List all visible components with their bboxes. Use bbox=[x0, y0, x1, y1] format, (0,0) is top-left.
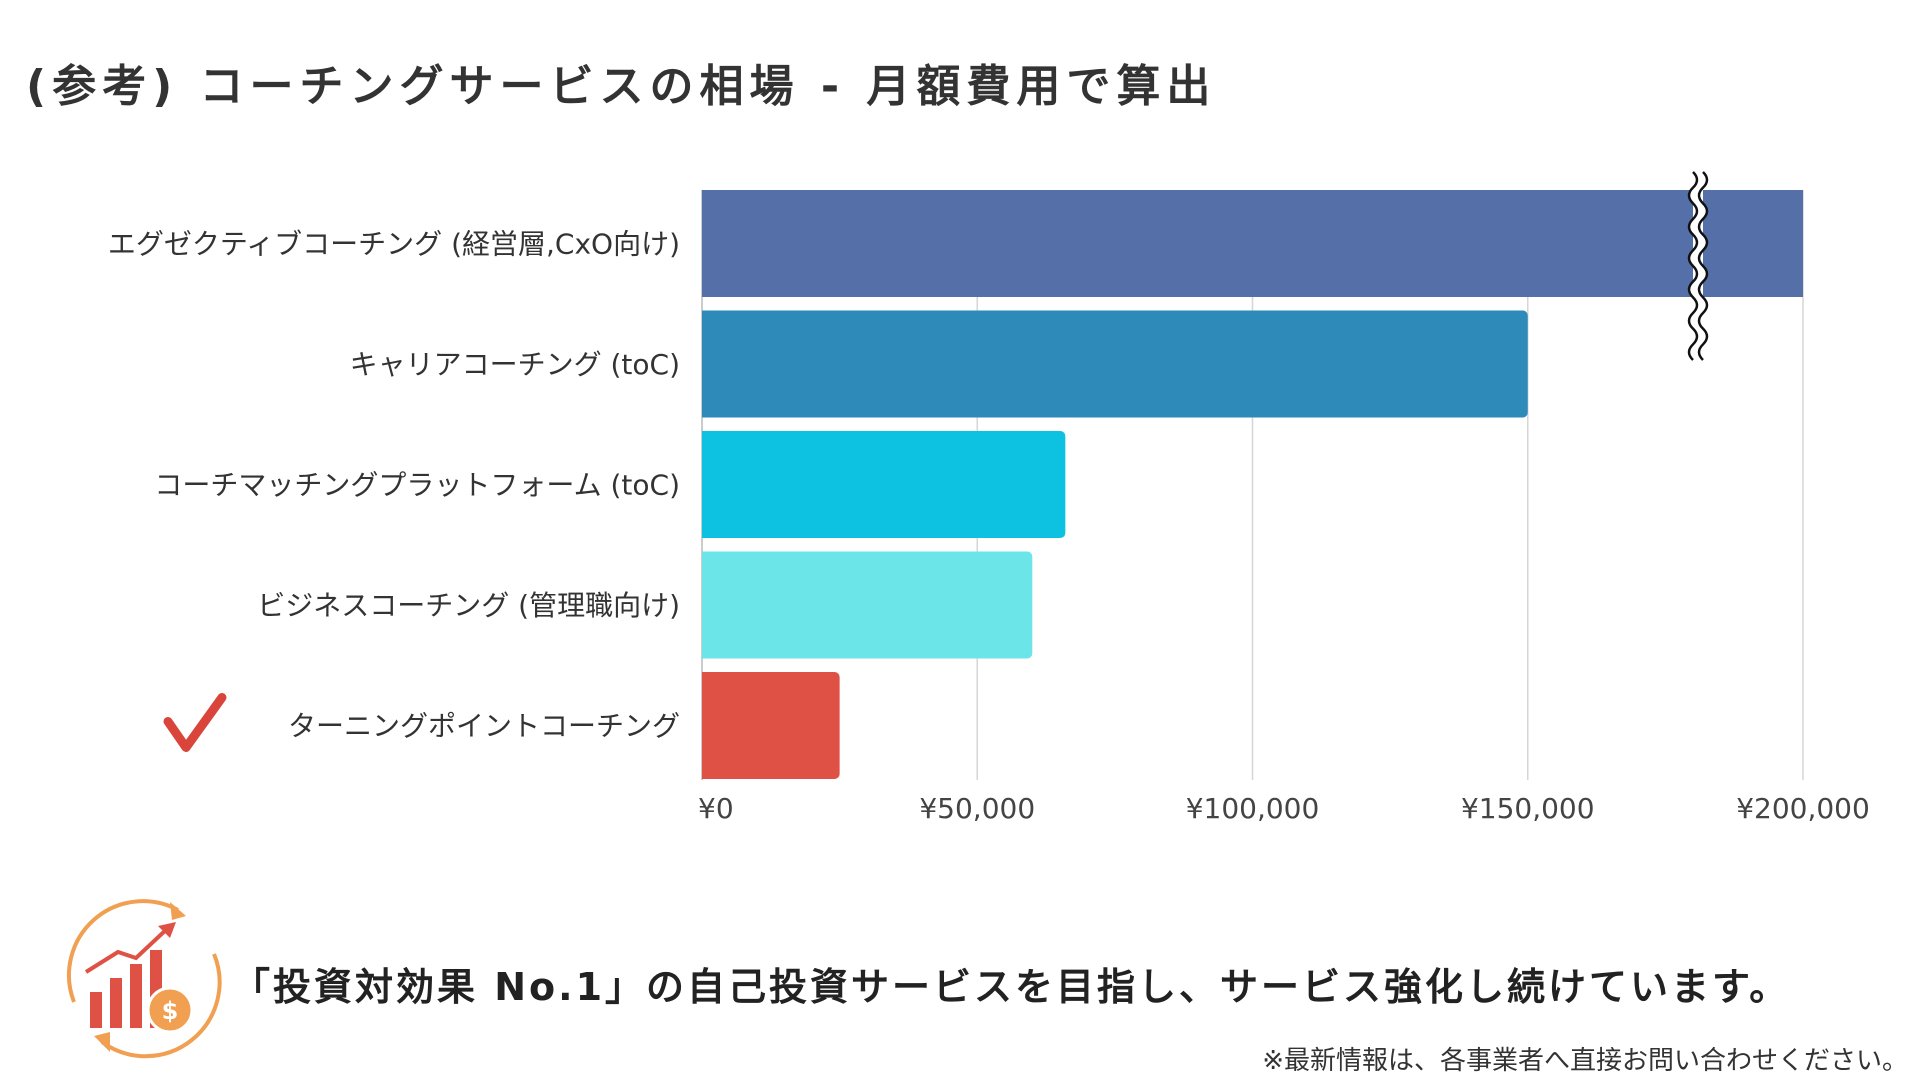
x-tick-label: ¥0 bbox=[698, 792, 734, 825]
x-axis-ticks: ¥0 ¥50,000 ¥100,000 ¥150,000 ¥200,000 bbox=[698, 792, 1870, 825]
roi-growth-chart-icon: $ bbox=[66, 899, 222, 1059]
bar bbox=[702, 431, 1066, 538]
svg-text:$: $ bbox=[162, 997, 179, 1025]
axis-break-line bbox=[1697, 171, 1709, 361]
x-tick-label: ¥200,000 bbox=[1736, 792, 1870, 825]
bar-chart: エグゼクティブコーチング (経営層,CxO向け) キャリアコーチング (toC) コ… bbox=[108, 171, 1870, 825]
category-label: ビジネスコーチング (管理職向け) bbox=[257, 589, 680, 622]
category-label: エグゼクティブコーチング (経営層,CxO向け) bbox=[108, 228, 680, 261]
x-tick-label: ¥100,000 bbox=[1186, 792, 1320, 825]
bar bbox=[702, 190, 1803, 297]
bar bbox=[702, 551, 1033, 659]
bar bbox=[702, 310, 1528, 418]
bar-flat-edge bbox=[702, 672, 710, 779]
category-label: ターニングポイントコーチング bbox=[288, 710, 680, 743]
category-label: キャリアコーチング (toC) bbox=[350, 348, 680, 381]
footnote: ※最新情報は、各事業者へ直接お問い合わせください。 bbox=[1262, 1046, 1908, 1076]
bar-flat-edge bbox=[702, 310, 710, 418]
checkmark-icon bbox=[163, 693, 227, 752]
axis-break-line bbox=[1687, 171, 1699, 361]
bar-flat-edge bbox=[702, 431, 710, 538]
annotations bbox=[163, 171, 1709, 752]
page-title: (参考) コーチングサービスの相場 - 月額費用で算出 bbox=[26, 61, 1217, 112]
x-tick-label: ¥50,000 bbox=[919, 792, 1035, 825]
bars bbox=[702, 190, 1803, 779]
bar bbox=[702, 672, 840, 779]
category-label: コーチマッチングプラットフォーム (toC) bbox=[154, 469, 680, 502]
footer-message: 「投資対効果 No.1」の自己投資サービスを目指し、サービス強化し続けています。 bbox=[232, 965, 1791, 1009]
x-tick-label: ¥150,000 bbox=[1461, 792, 1595, 825]
category-labels: エグゼクティブコーチング (経営層,CxO向け) キャリアコーチング (toC) コ… bbox=[108, 228, 680, 743]
bar-flat-edge bbox=[702, 551, 710, 659]
